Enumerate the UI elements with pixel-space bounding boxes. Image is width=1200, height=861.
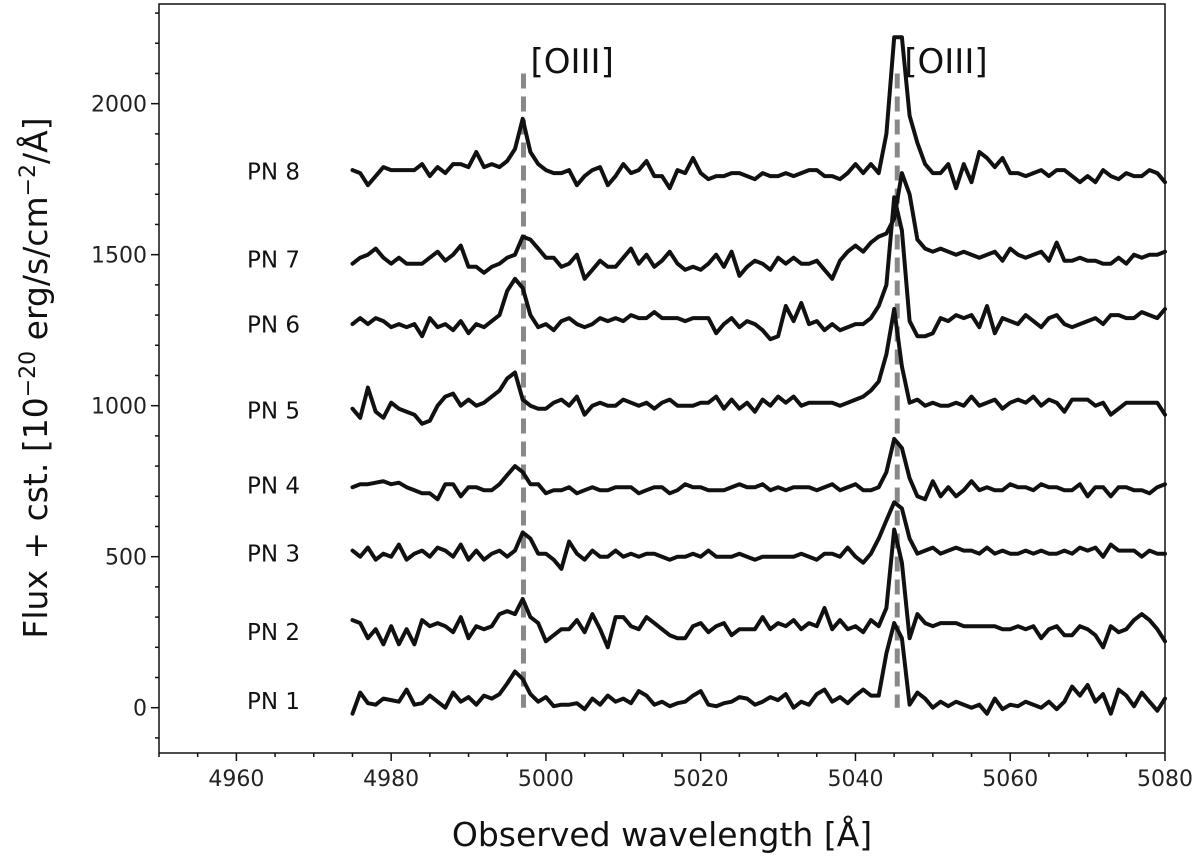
series-line-pn-8 bbox=[350, 35, 1167, 191]
y-tick-label: 2000 bbox=[91, 93, 147, 118]
series-label-pn-7: PN 7 bbox=[247, 248, 300, 274]
series-label-pn-4: PN 4 bbox=[247, 474, 300, 500]
y-axis-label: Flux + cst. [10−20 erg/s/cm−2/Å] bbox=[15, 117, 55, 638]
x-tick-label: 5000 bbox=[518, 767, 574, 792]
series-labels: PN 1 PN 2 PN 3 PN 4 PN 5 PN 6 PN 7 PN 8 bbox=[247, 160, 300, 716]
y-axis-label-part-2: erg/s/cm bbox=[16, 196, 55, 350]
series-line-pn-6 bbox=[350, 195, 1167, 342]
series-label-pn-6: PN 6 bbox=[247, 312, 300, 338]
x-tick-label: 4980 bbox=[363, 767, 419, 792]
reference-lines bbox=[520, 73, 900, 708]
y-axis-label-part-3: /Å] bbox=[15, 117, 55, 164]
series-lines bbox=[350, 35, 1167, 716]
y-axis-label-part-1: Flux + cst. [10 bbox=[16, 397, 55, 638]
series-line-pn-2 bbox=[350, 527, 1167, 650]
series-line-pn-7 bbox=[350, 171, 1167, 281]
series-label-pn-1: PN 1 bbox=[247, 689, 300, 715]
y-axis: 0 500 1000 1500 2000 bbox=[91, 12, 159, 739]
oiii-marker-label-1: [OIII] bbox=[530, 42, 613, 82]
oiii-marker-label-2: [OIII] bbox=[904, 42, 987, 82]
x-axis-label: Observed wavelength [Å] bbox=[452, 814, 872, 854]
x-tick-label: 5020 bbox=[673, 767, 729, 792]
series-line-pn-1 bbox=[350, 621, 1167, 716]
series-label-pn-5: PN 5 bbox=[247, 399, 300, 425]
y-tick-label: 1500 bbox=[91, 244, 147, 269]
series-line-pn-5 bbox=[350, 307, 1167, 426]
x-tick-label: 5060 bbox=[982, 767, 1038, 792]
series-line-pn-3 bbox=[350, 500, 1167, 571]
x-tick-label: 4960 bbox=[208, 767, 264, 792]
y-axis-label-exponent-1: −20 bbox=[16, 351, 41, 397]
x-tick-label: 5080 bbox=[1137, 767, 1193, 792]
series-line-pn-4 bbox=[350, 436, 1167, 502]
y-tick-label: 1000 bbox=[91, 395, 147, 420]
x-tick-label: 5040 bbox=[827, 767, 883, 792]
series-label-pn-8: PN 8 bbox=[247, 160, 300, 186]
y-axis-label-exponent-2: −2 bbox=[16, 164, 41, 196]
plot-frame bbox=[158, 3, 1166, 754]
series-label-pn-3: PN 3 bbox=[247, 541, 300, 567]
reference-labels: [OIII] [OIII] bbox=[530, 42, 987, 82]
y-tick-label: 500 bbox=[105, 546, 147, 571]
series-label-pn-2: PN 2 bbox=[247, 620, 300, 646]
y-tick-label: 0 bbox=[133, 697, 147, 722]
x-axis: 4960 4980 5000 5020 5040 5060 5080 bbox=[158, 753, 1193, 792]
